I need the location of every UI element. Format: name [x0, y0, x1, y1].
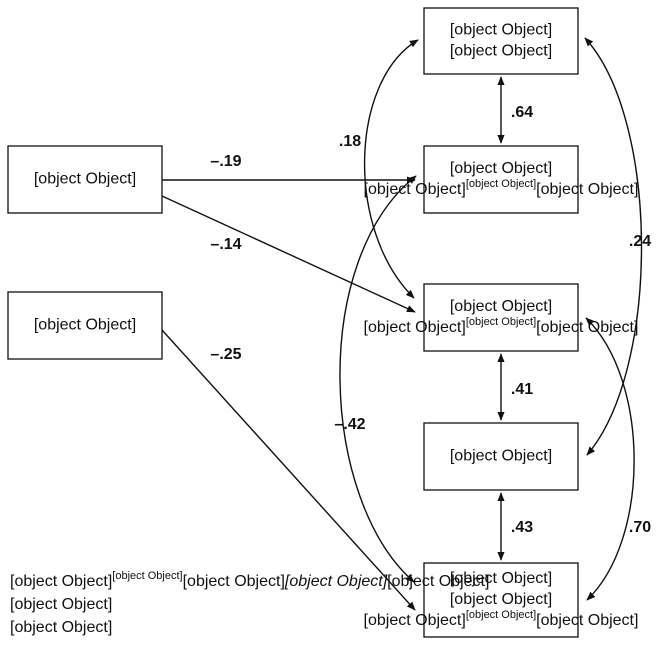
node-box: [423, 145, 579, 214]
arrow: [585, 317, 635, 601]
arrow: [363, 39, 419, 299]
node-box: [423, 562, 579, 638]
text-segment: [object Object]: [450, 591, 552, 608]
edge-label: –.19: [210, 153, 241, 170]
text-line: [object Object][object Object][object Ob…: [364, 178, 639, 198]
text-line: [object Object]: [10, 619, 112, 636]
superscript: [object Object]: [466, 609, 536, 621]
edge-label: .43: [511, 519, 533, 536]
text-segment: [object Object]: [10, 596, 112, 613]
superscript: [object Object]: [466, 178, 536, 190]
arrow: [339, 175, 417, 583]
text-segment: [object Object]: [387, 573, 489, 590]
superscript: [object Object]: [112, 570, 182, 582]
arrow: [584, 37, 643, 456]
text-segment: [object Object]: [364, 612, 466, 629]
text-segment: [object Object]: [450, 570, 552, 587]
node-box: [7, 291, 163, 360]
text-segment: [object Object]: [450, 22, 552, 39]
text-line: [object Object]: [34, 171, 136, 188]
text-segment: [object Object]: [10, 619, 112, 636]
text-segment: [object Object]: [450, 160, 552, 177]
superscript: [object Object]: [466, 316, 536, 328]
text-line: [object Object]: [10, 596, 112, 613]
text-segment: [object Object]: [536, 319, 638, 336]
text-line: [object Object]: [450, 160, 552, 177]
text-line: [object Object]: [450, 570, 552, 587]
arrows: [161, 37, 643, 611]
edge-label: .24: [629, 233, 651, 250]
text-line: [object Object][object Object][object Ob…: [364, 609, 639, 629]
edge-label: –.25: [210, 346, 241, 363]
arrow: [161, 195, 416, 313]
edge-label: –.42: [334, 416, 365, 433]
text-line: [object Object]: [450, 43, 552, 60]
text-segment: [object Object]: [34, 171, 136, 188]
text-segment: [object Object]: [450, 43, 552, 60]
text-segment: [object Object]: [536, 612, 638, 629]
text-line: [object Object]: [450, 448, 552, 465]
edge-label: .64: [511, 104, 533, 121]
edge-label: .18: [339, 133, 361, 150]
node-box: [423, 7, 579, 75]
node-box: [423, 283, 579, 352]
node-box: [7, 145, 163, 214]
node-box: [423, 422, 579, 491]
text-line: [object Object]: [450, 22, 552, 39]
text-segment: [object Object]: [536, 181, 638, 198]
text-line: [object Object][object Object][object Ob…: [364, 316, 639, 336]
edge-label: .41: [511, 381, 533, 398]
text-segment: [object Object]: [10, 573, 112, 590]
arrow: [161, 329, 416, 611]
edge-label: .70: [629, 519, 651, 536]
text-line: [object Object]: [450, 298, 552, 315]
text-line: [object Object][object Object][object Ob…: [10, 570, 489, 590]
text-segment: [object Object]: [183, 573, 285, 590]
text-line: [object Object]: [34, 317, 136, 334]
text-segment: [object Object]: [450, 298, 552, 315]
text-segment: [object Object]: [364, 181, 466, 198]
text-segment: [object Object]: [284, 573, 388, 590]
text-line: [object Object]: [450, 591, 552, 608]
edge-label: –.14: [210, 236, 241, 253]
text-segment: [object Object]: [34, 317, 136, 334]
text-segment: [object Object]: [450, 448, 552, 465]
text-segment: [object Object]: [364, 319, 466, 336]
